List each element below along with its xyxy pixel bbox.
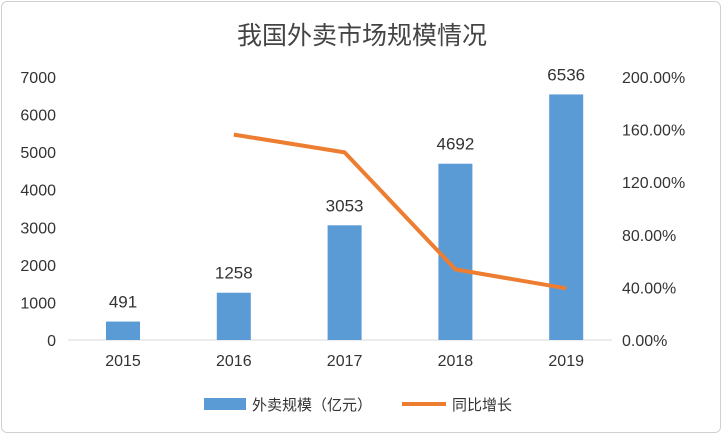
bar-data-label: 4692 <box>436 135 474 154</box>
x-axis-tick: 2016 <box>216 353 252 370</box>
right-axis-tick: 0.00% <box>622 333 667 350</box>
legend-label-bar: 外卖规模（亿元） <box>252 396 372 414</box>
left-axis-tick: 4000 <box>20 183 56 200</box>
bar-data-label: 3053 <box>326 196 364 215</box>
left-axis-tick: 6000 <box>20 108 56 125</box>
right-axis-tick: 120.00% <box>622 175 685 192</box>
bar <box>106 321 140 340</box>
bar-data-label: 1258 <box>215 264 253 283</box>
x-axis-tick: 2015 <box>105 353 141 370</box>
right-axis-tick: 80.00% <box>622 228 676 245</box>
left-axis-tick: 3000 <box>20 220 56 237</box>
bar <box>549 94 584 341</box>
legend-label-line: 同比增长 <box>452 396 512 414</box>
legend-swatch-bar <box>204 398 246 410</box>
right-axis-tick: 200.00% <box>622 70 685 87</box>
bar <box>438 163 473 340</box>
growth-line <box>233 132 567 291</box>
left-axis-tick: 1000 <box>20 295 56 312</box>
chart-title: 我国外卖市场规模情况 <box>237 21 487 50</box>
left-axis-tick: 7000 <box>20 70 56 87</box>
right-axis-tick: 160.00% <box>622 123 685 140</box>
left-axis-tick: 5000 <box>20 145 56 162</box>
x-axis-tick: 2019 <box>548 353 584 370</box>
x-axis-tick: 2018 <box>438 353 474 370</box>
bar <box>216 292 251 340</box>
legend: 外卖规模（亿元） 同比增长 <box>204 396 512 414</box>
left-axis-tick: 2000 <box>20 258 56 275</box>
left-axis-tick: 0 <box>47 333 56 350</box>
bar-data-label: 6536 <box>547 65 585 84</box>
bar <box>327 225 362 340</box>
x-axis-tick: 2017 <box>327 353 363 370</box>
right-axis-tick: 40.00% <box>622 280 676 297</box>
bar-data-label: 491 <box>109 293 137 312</box>
